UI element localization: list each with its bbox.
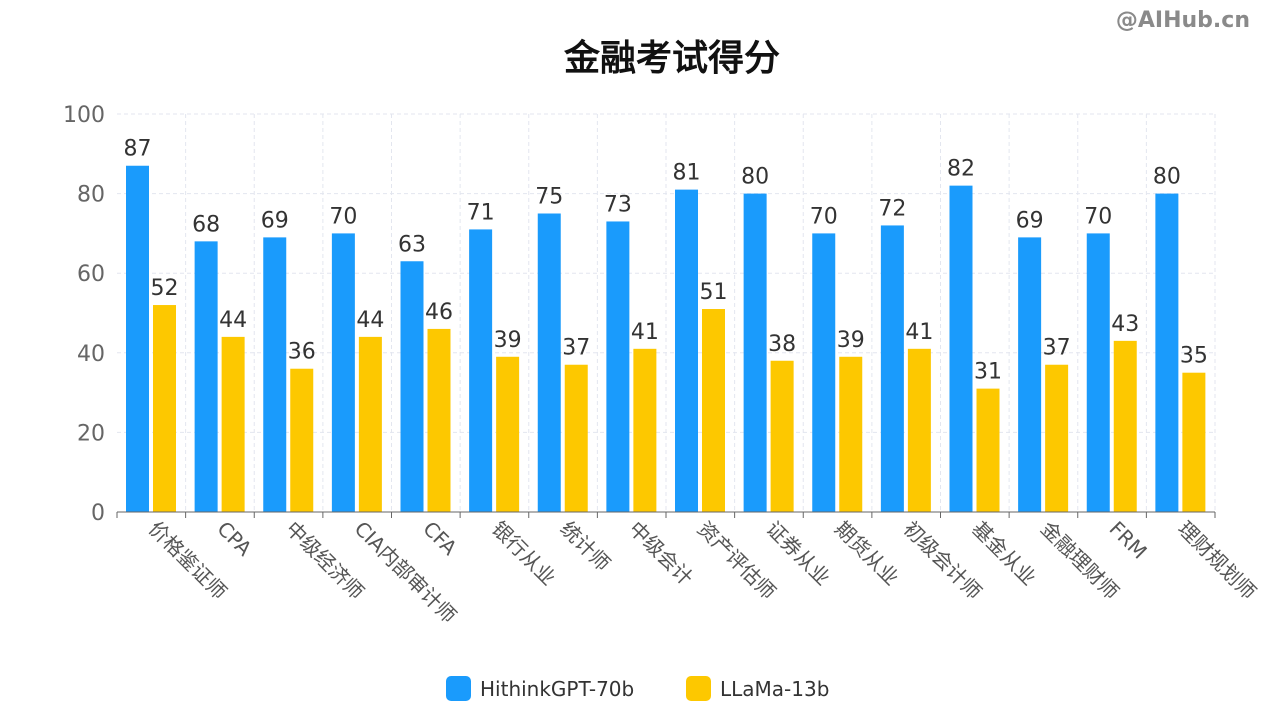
bar-hithinkgpt [194,241,218,513]
bar-llama [976,388,1000,512]
x-tick-label: FRM [1105,516,1152,563]
bar-llama [153,305,176,512]
data-label: 39 [837,328,865,353]
bar-hithinkgpt [949,185,973,512]
bar-llama [290,368,314,512]
legend-swatch [686,676,711,701]
y-tick-label: 60 [77,262,105,287]
y-tick-label: 40 [77,342,105,367]
y-tick-label: 80 [77,183,105,208]
data-label: 87 [124,137,152,162]
x-tick-label: 理财规划师 [1173,516,1261,604]
watermark: @AIHub.cn [1115,8,1250,33]
x-tick-label: 统计师 [556,516,615,575]
x-tick-label: 中级会计 [624,516,698,590]
data-label: 69 [261,208,289,233]
bar-hithinkgpt [606,221,630,512]
bar-llama [221,336,245,512]
x-tick-label: 银行从业 [487,516,561,590]
legend-swatch [446,676,471,701]
data-label: 75 [535,185,563,210]
legend-label: HithinkGPT-70b [480,677,634,701]
bar-llama [1182,372,1206,512]
bar-llama [427,328,451,512]
bar-hithinkgpt [880,225,904,512]
data-label: 82 [947,157,975,182]
bar-hithinkgpt [1018,237,1042,512]
bar-llama [564,364,588,512]
x-tick-label: CPA [213,516,257,560]
y-tick-label: 0 [91,501,105,526]
data-label: 38 [768,332,796,357]
data-label: 31 [974,360,1002,385]
bar-hithinkgpt [469,229,493,513]
data-label: 52 [151,276,179,301]
x-tick-label: 期货从业 [830,516,904,590]
data-label: 70 [810,204,838,229]
data-label: 35 [1180,344,1208,369]
bar-llama [496,356,520,512]
bar-hithinkgpt [126,165,149,513]
data-label: 70 [329,204,357,229]
data-label: 81 [673,161,701,186]
chart-title: 金融考试得分 [563,37,780,79]
data-label: 63 [398,232,426,257]
data-label: 43 [1111,312,1139,337]
bar-llama [702,309,725,512]
bar-llama [633,348,657,512]
bar-hithinkgpt [743,193,767,512]
bar-llama [770,360,794,512]
x-tick-label: CFA [418,516,462,560]
data-label: 70 [1084,204,1112,229]
bar-hithinkgpt [812,233,836,512]
bar-llama [1045,364,1069,512]
bar-hithinkgpt [537,213,561,512]
bar-llama [1113,340,1137,512]
bar-llama [907,348,931,512]
data-label: 80 [1153,165,1181,190]
bar-hithinkgpt [400,261,424,512]
data-label: 80 [741,165,769,190]
data-label: 44 [356,308,384,333]
bar-llama [839,356,863,512]
data-label: 68 [192,212,220,237]
data-label: 51 [700,280,728,305]
data-label: 36 [288,340,316,365]
data-label: 73 [604,192,632,217]
legend-label: LLaMa-13b [720,677,829,701]
y-tick-label: 20 [77,421,105,446]
y-tick-label: 100 [63,103,105,128]
data-label: 46 [425,300,453,325]
data-label: 44 [219,308,247,333]
bar-hithinkgpt [331,233,355,512]
data-label: 39 [494,328,522,353]
data-label: 37 [562,336,590,361]
bar-hithinkgpt [263,237,287,512]
data-label: 72 [878,196,906,221]
data-label: 41 [631,320,659,345]
data-label: 69 [1016,208,1044,233]
bar-hithinkgpt [675,189,698,512]
bar-hithinkgpt [1155,193,1179,512]
data-label: 37 [1043,336,1071,361]
bar-llama [358,336,382,512]
data-label: 41 [905,320,933,345]
bar-hithinkgpt [1086,233,1110,512]
data-label: 71 [467,200,495,225]
